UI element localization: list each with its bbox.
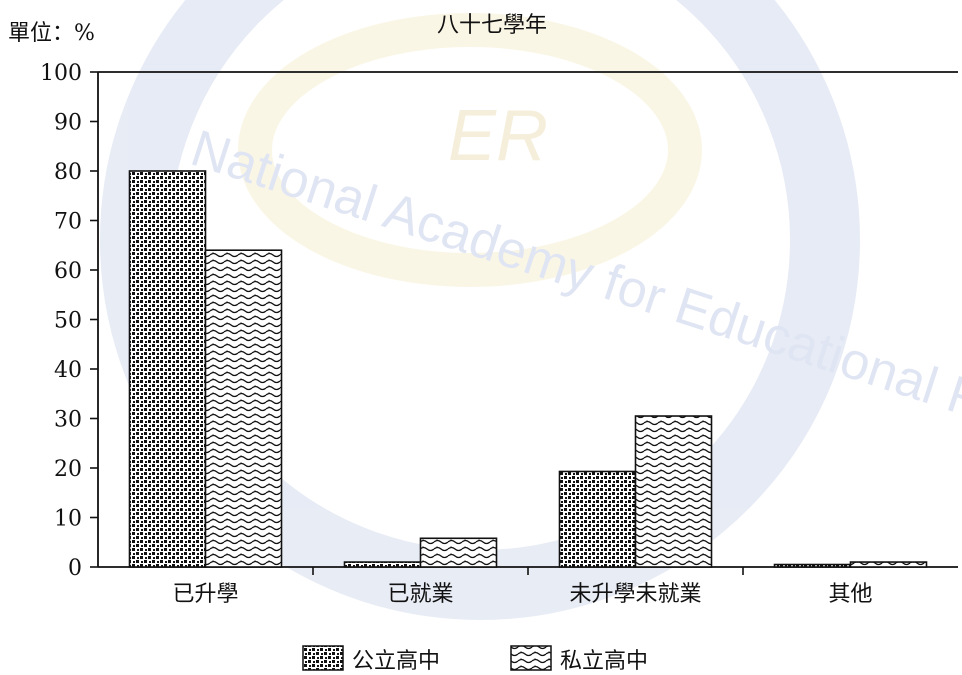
watermark-inner-ellipse — [238, 13, 702, 287]
chart-title: 八十七學年 — [437, 13, 547, 38]
bar-private-3 — [634, 415, 713, 568]
y-tick-label: 90 — [54, 111, 82, 136]
x-tick-label: 其他 — [828, 582, 872, 607]
y-tick-label: 0 — [68, 556, 82, 581]
y-tick-label: 30 — [54, 408, 82, 433]
bar-public-3 — [558, 470, 637, 568]
legend-label-public: 公立高中 — [352, 649, 440, 674]
bars — [128, 170, 928, 568]
bar-public-2 — [343, 561, 422, 568]
x-tick-label: 未升學未就業 — [569, 582, 701, 607]
legend: 公立高中 私立高中 — [302, 645, 648, 674]
bar-private-1 — [204, 249, 283, 568]
legend-swatch-public — [302, 645, 344, 671]
x-tick-label: 已升學 — [172, 582, 238, 607]
y-tick-label: 40 — [54, 358, 82, 383]
y-tick-label: 10 — [54, 507, 82, 532]
legend-swatch-private — [510, 645, 552, 671]
y-tick-label: 100 — [40, 61, 82, 86]
legend-label-private: 私立高中 — [560, 649, 648, 674]
watermark-logo-text: ER — [448, 96, 548, 176]
bar-public-4 — [773, 563, 852, 568]
x-tick-label: 已就業 — [387, 582, 453, 607]
y-ticks: 0 10 20 30 40 50 60 70 80 90 100 — [40, 61, 98, 581]
y-tick-label: 70 — [54, 210, 82, 235]
y-tick-label: 20 — [54, 457, 82, 482]
bar-private-4 — [849, 561, 928, 568]
y-tick-label: 80 — [54, 160, 82, 185]
y-tick-label: 60 — [54, 259, 82, 284]
unit-label: 單位：% — [8, 21, 95, 46]
y-tick-label: 50 — [54, 309, 82, 334]
x-ticks: 已升學 已就業 未升學未就業 其他 — [172, 567, 873, 607]
bar-private-2 — [419, 537, 498, 568]
bar-public-1 — [128, 170, 207, 568]
